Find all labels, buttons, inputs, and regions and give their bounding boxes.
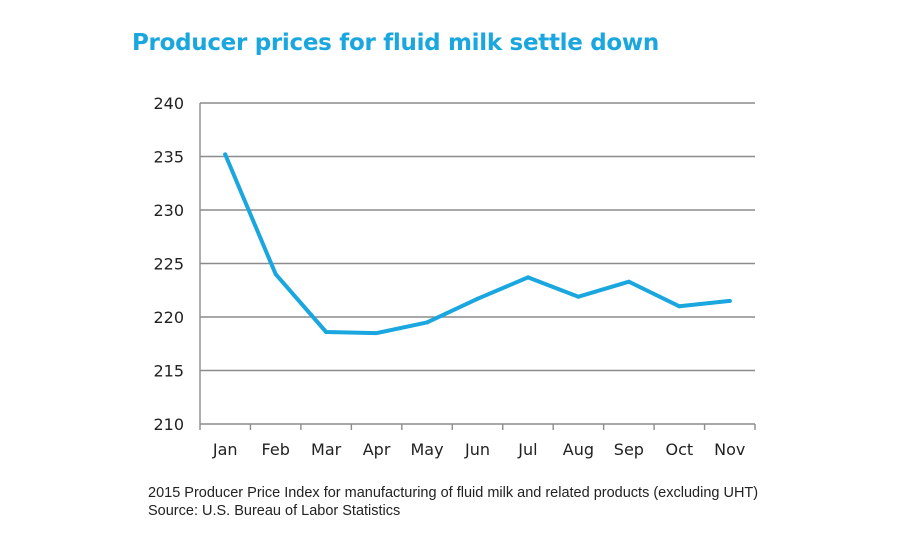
data-point-jan bbox=[223, 152, 228, 157]
series-line-0 bbox=[223, 152, 732, 336]
y-tick-label-215: 215 bbox=[153, 362, 184, 381]
x-tick-label-may: May bbox=[411, 440, 444, 459]
y-tick-labels: 210 215 220 225 230 235 240 bbox=[153, 94, 184, 434]
y-tick-label-240: 240 bbox=[153, 94, 184, 113]
x-tick-label-apr: Apr bbox=[363, 440, 391, 459]
y-tick-label-210: 210 bbox=[153, 415, 184, 434]
x-tick-label-jul: Jul bbox=[517, 440, 537, 459]
x-tick-label-jun: Jun bbox=[464, 440, 490, 459]
y-tick-label-235: 235 bbox=[153, 148, 184, 167]
data-point-mar bbox=[324, 329, 329, 334]
x-tick-label-sep: Sep bbox=[614, 440, 644, 459]
data-point-aug bbox=[576, 294, 581, 299]
x-tick-label-mar: Mar bbox=[311, 440, 342, 459]
data-point-may bbox=[425, 320, 430, 325]
data-point-sep bbox=[626, 279, 631, 284]
x-tick-label-aug: Aug bbox=[563, 440, 594, 459]
y-tick-label-225: 225 bbox=[153, 255, 184, 274]
x-tick-labels: Jan Feb Mar Apr May Jun Jul Aug Sep Oct Nov bbox=[212, 440, 745, 459]
x-tick-label-feb: Feb bbox=[262, 440, 290, 459]
axes bbox=[199, 103, 756, 430]
x-tick-label-jan: Jan bbox=[212, 440, 238, 459]
chart-title: Producer prices for fluid milk settle do… bbox=[132, 30, 659, 56]
x-tick-label-nov: Nov bbox=[714, 440, 745, 459]
grid-lines bbox=[200, 102, 755, 372]
series-layer bbox=[223, 152, 732, 336]
chart-caption: 2015 Producer Price Index for manufactur… bbox=[148, 485, 759, 519]
y-tick-label-230: 230 bbox=[153, 201, 184, 220]
data-point-nov bbox=[727, 298, 732, 303]
y-tick-label-220: 220 bbox=[153, 308, 184, 327]
data-point-feb bbox=[273, 272, 278, 277]
data-point-jun bbox=[475, 296, 480, 301]
data-point-oct bbox=[677, 304, 682, 309]
data-point-jul bbox=[525, 275, 530, 280]
x-tick-label-oct: Oct bbox=[665, 440, 693, 459]
data-point-apr bbox=[374, 331, 379, 336]
